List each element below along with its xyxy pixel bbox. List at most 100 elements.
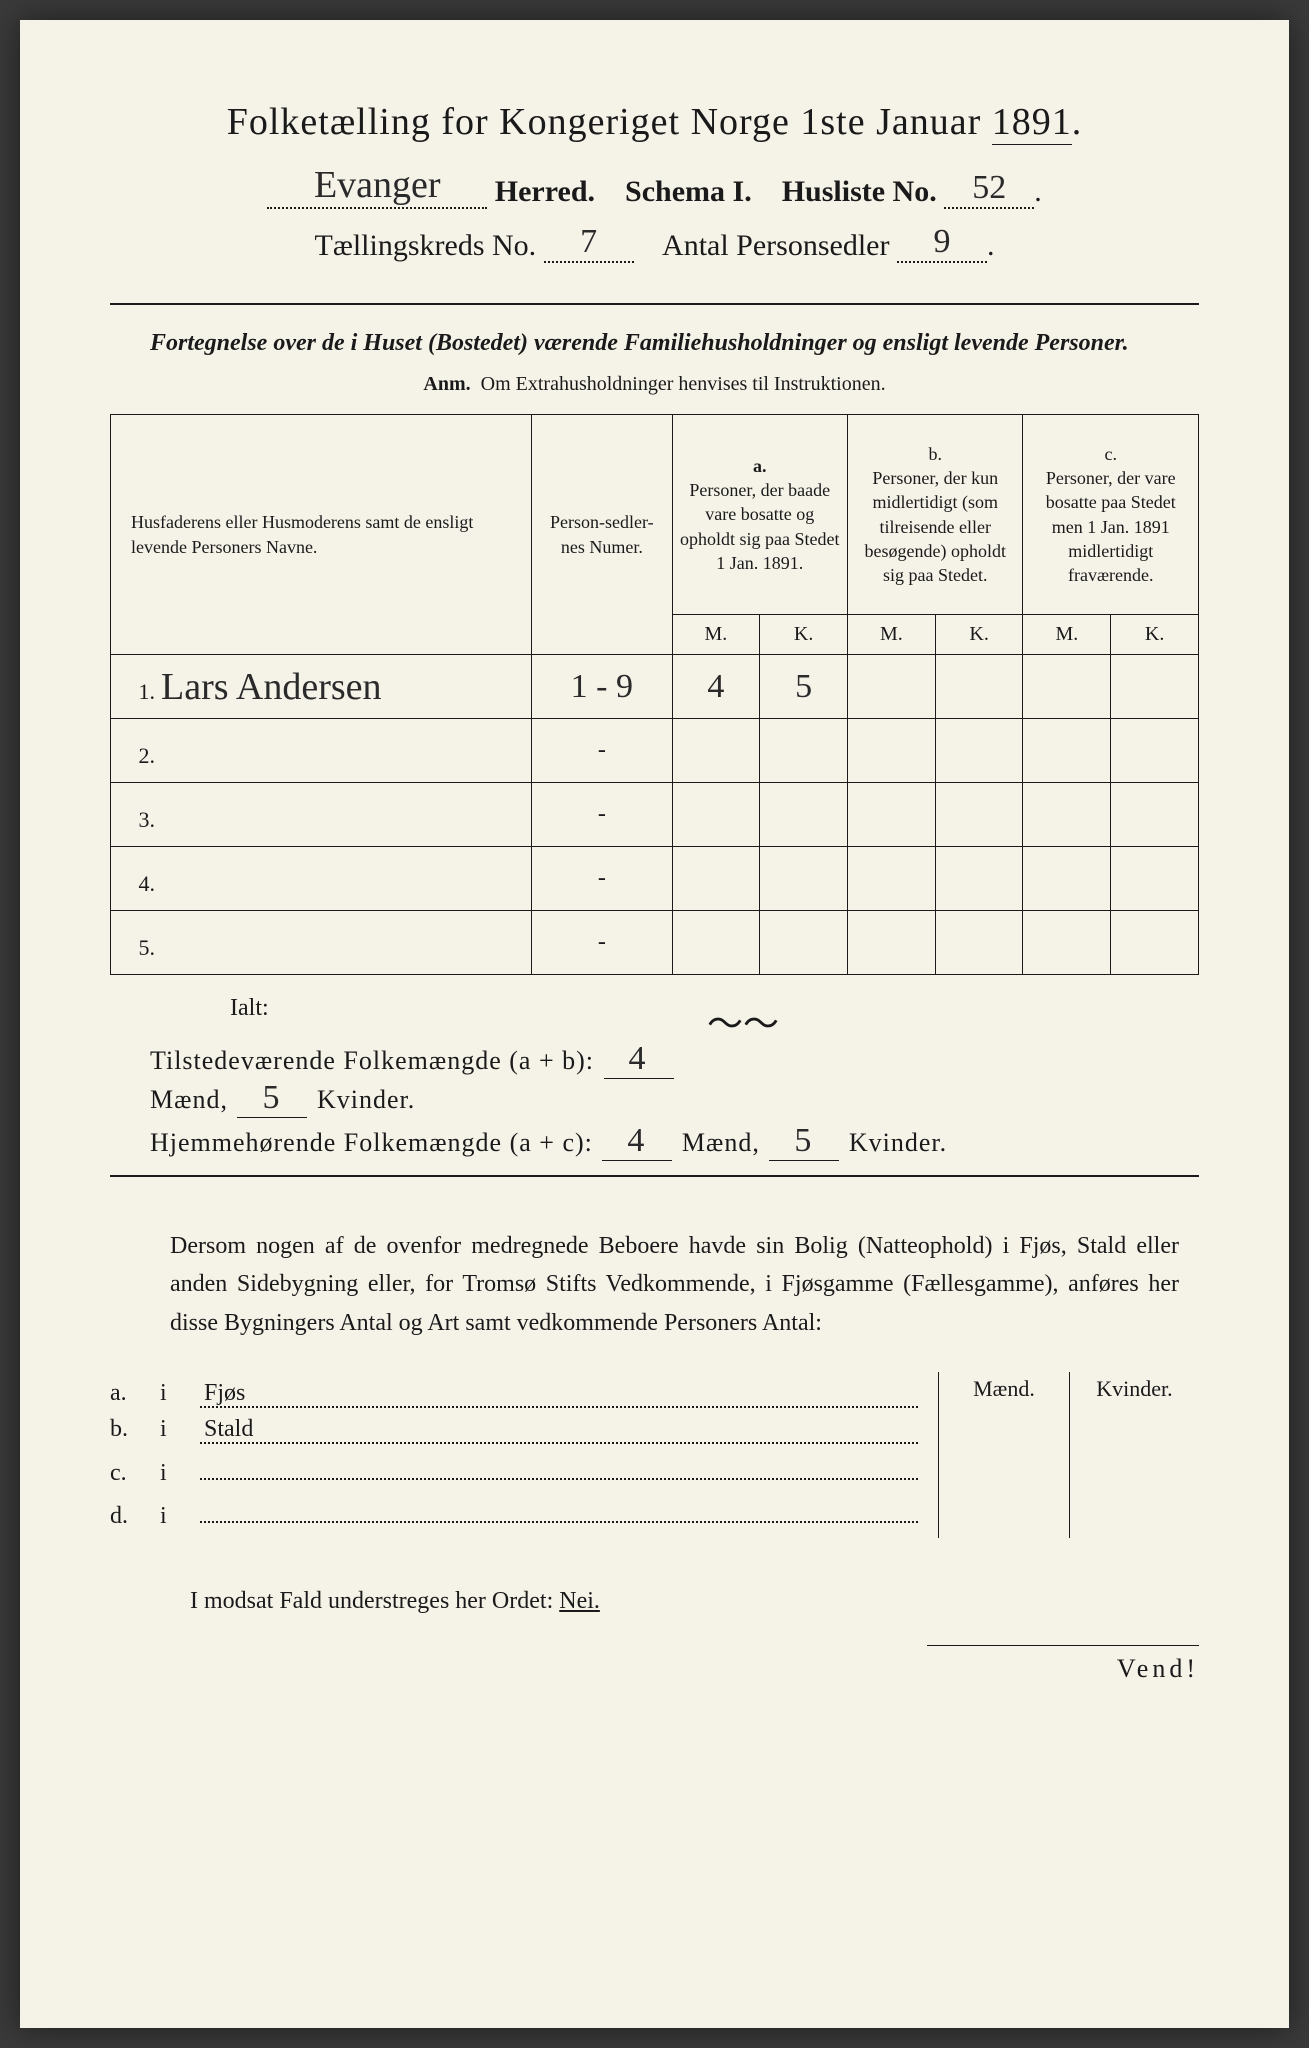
cell-name: 4. <box>111 847 532 911</box>
table-row: 3. - <box>111 783 1199 847</box>
cell-numer: - <box>532 783 672 847</box>
th-c-m: M. <box>1023 615 1111 655</box>
ialt-label: Ialt: ～～ <box>230 995 1199 1022</box>
antal-value: 9 <box>897 223 987 263</box>
husliste-label: Husliste No. <box>782 175 937 208</box>
main-table: Husfaderens eller Husmoderens samt de en… <box>110 414 1199 975</box>
ialt-text: Ialt: <box>230 995 269 1021</box>
header-line-3: Tællingskreds No. 7 Antal Personsedler 9… <box>110 223 1199 263</box>
abcd-mid: i <box>160 1460 200 1487</box>
nei-line: I modsat Fald understreges her Ordet: Ne… <box>190 1588 1199 1615</box>
cell-b-m <box>848 911 936 975</box>
header-line-2: Evanger Herred. Schema I. Husliste No. 5… <box>110 163 1199 209</box>
totals-line-1: Tilstedeværende Folkemængde (a + b): 4 M… <box>150 1040 1199 1118</box>
instruction-block: Fortegnelse over de i Huset (Bostedet) v… <box>150 325 1199 361</box>
cell-c-m <box>1023 847 1111 911</box>
table-row: 2. - <box>111 719 1199 783</box>
abcd-row: d.i <box>110 1495 918 1530</box>
abcd-right: Mænd. Kvinder. <box>938 1372 1199 1538</box>
antal-label: Antal Personsedler <box>662 229 889 262</box>
l1-m: 4 <box>604 1040 674 1079</box>
l1-maend: Mænd, <box>150 1085 228 1114</box>
th-a-label: a. <box>753 456 767 476</box>
cell-name: 5. <box>111 911 532 975</box>
cell-c-m <box>1023 783 1111 847</box>
abcd-row: b.iStald <box>110 1416 918 1444</box>
abcd-txt <box>200 1452 918 1480</box>
cell-b-k <box>935 783 1023 847</box>
cell-c-k <box>1111 783 1199 847</box>
th-b-label: b. <box>928 444 942 464</box>
divider-1 <box>110 303 1199 305</box>
anm-label: Anm. <box>423 373 470 395</box>
cell-b-k <box>935 719 1023 783</box>
herred-value: Evanger <box>267 163 487 209</box>
l2-k: 5 <box>769 1122 839 1161</box>
th-c-label: c. <box>1104 444 1117 464</box>
husliste-value: 52 <box>944 169 1034 209</box>
l2-maend: Mænd, <box>682 1128 760 1157</box>
census-form-page: Folketælling for Kongeriget Norge 1ste J… <box>20 20 1289 2028</box>
th-c: c. Personer, der vare bosatte paa Stedet… <box>1023 415 1199 615</box>
th-a-k: K. <box>760 615 848 655</box>
cell-c-k <box>1111 847 1199 911</box>
page-title: Folketælling for Kongeriget Norge 1ste J… <box>110 100 1199 145</box>
cell-b-m <box>848 847 936 911</box>
anm-text: Om Extrahusholdninger henvises til Instr… <box>481 373 886 395</box>
title-year: 1891 <box>992 100 1072 145</box>
l2-kvinder: Kvinder. <box>849 1128 947 1157</box>
abcd-col-maend: Mænd. <box>939 1372 1069 1538</box>
th-b-m: M. <box>848 615 936 655</box>
cell-c-k <box>1111 655 1199 719</box>
cell-a-k <box>760 783 848 847</box>
cell-numer: 1 - 9 <box>532 655 672 719</box>
th-a-text: Personer, der baade vare bosatte og opho… <box>680 480 839 573</box>
title-suffix: . <box>1072 101 1083 143</box>
th-b: b. Personer, der kun midlertidigt (som t… <box>848 415 1023 615</box>
nei-text: I modsat Fald understreges her Ordet: <box>190 1588 559 1614</box>
cell-a-k <box>760 911 848 975</box>
cell-numer: - <box>532 719 672 783</box>
divider-2 <box>110 1175 1199 1177</box>
cell-a-m <box>672 783 760 847</box>
cell-a-m: 4 <box>672 655 760 719</box>
herred-label: Herred. <box>495 175 595 208</box>
anm-line: Anm. Om Extrahusholdninger henvises til … <box>110 373 1199 396</box>
cell-a-m <box>672 719 760 783</box>
title-text: Folketælling for Kongeriget Norge 1ste J… <box>227 101 992 143</box>
totals-line-2: Hjemmehørende Folkemængde (a + c): 4 Mæn… <box>150 1122 1199 1161</box>
cell-b-k <box>935 911 1023 975</box>
abcd-mid: i <box>160 1416 200 1443</box>
totals-l2-label: Hjemmehørende Folkemængde (a + c): <box>150 1128 593 1157</box>
cell-b-k <box>935 655 1023 719</box>
cell-c-k <box>1111 719 1199 783</box>
abcd-txt <box>200 1495 918 1523</box>
th-c-k: K. <box>1111 615 1199 655</box>
abcd-lbl: c. <box>110 1460 160 1487</box>
cell-b-m <box>848 783 936 847</box>
table-row: 5. - <box>111 911 1199 975</box>
th-a-m: M. <box>672 615 760 655</box>
cell-c-k <box>1111 911 1199 975</box>
cell-c-m <box>1023 655 1111 719</box>
instruction-text: Fortegnelse over de i Huset (Bostedet) v… <box>150 330 1129 356</box>
cell-c-m <box>1023 911 1111 975</box>
abcd-lbl: d. <box>110 1503 160 1530</box>
abcd-row: a.iFjøs <box>110 1380 918 1408</box>
table-row: 1. Lars Andersen1 - 945 <box>111 655 1199 719</box>
th-a: a. Personer, der baade vare bosatte og o… <box>672 415 847 615</box>
cell-b-m <box>848 655 936 719</box>
cell-a-k <box>760 847 848 911</box>
cell-a-m <box>672 847 760 911</box>
abcd-mid: i <box>160 1503 200 1530</box>
cell-a-k: 5 <box>760 655 848 719</box>
cell-numer: - <box>532 847 672 911</box>
th-c-text: Personer, der vare bosatte paa Stedet me… <box>1046 468 1176 585</box>
abcd-row: c.i <box>110 1452 918 1487</box>
th-b-k: K. <box>935 615 1023 655</box>
table-row: 4. - <box>111 847 1199 911</box>
cell-a-m <box>672 911 760 975</box>
th-name: Husfaderens eller Husmoderens samt de en… <box>111 415 532 655</box>
abcd-txt: Stald <box>200 1416 918 1444</box>
totals-l1-label: Tilstedeværende Folkemængde (a + b): <box>150 1046 594 1075</box>
